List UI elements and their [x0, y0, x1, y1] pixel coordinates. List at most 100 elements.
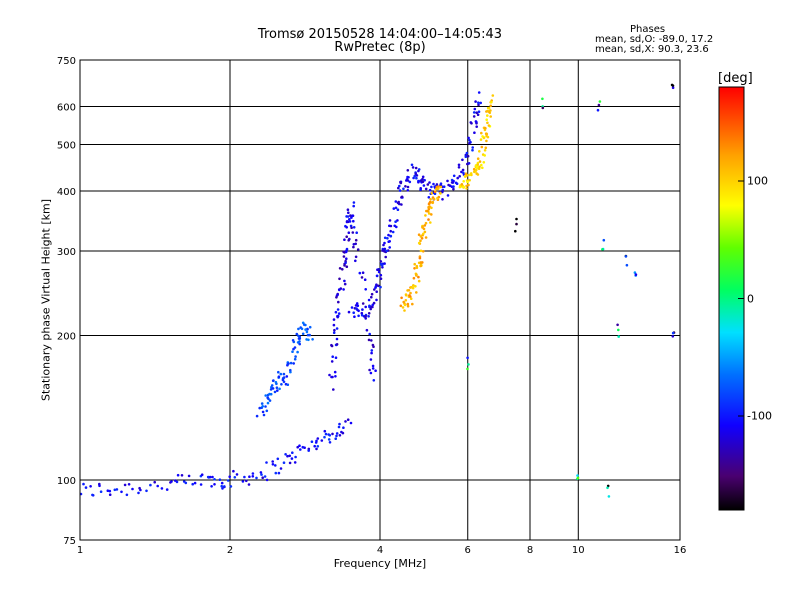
echo-point [404, 185, 407, 188]
echo-point [273, 390, 277, 394]
echo-point [220, 481, 224, 485]
echo-point [476, 113, 480, 116]
echo-point [345, 226, 349, 229]
echo-point [180, 474, 184, 477]
echo-point [131, 487, 134, 491]
echo-point [259, 471, 263, 474]
echo-point [423, 230, 427, 234]
echo-point [394, 220, 397, 223]
echo-point [360, 276, 364, 279]
echo-point [367, 315, 370, 318]
echo-point [486, 135, 490, 139]
echo-point [285, 375, 289, 378]
echo-point [421, 225, 424, 229]
echo-point [415, 273, 418, 277]
colorbar-ticks [738, 180, 744, 417]
echo-point [342, 250, 345, 253]
echo-point [123, 483, 127, 487]
echo-point [427, 196, 431, 199]
echo-point [367, 298, 371, 302]
echo-point [170, 480, 173, 483]
echo-point [251, 475, 255, 478]
echo-point [357, 309, 360, 313]
echo-point [338, 267, 342, 270]
echo-point [472, 167, 476, 171]
echo-point [458, 185, 462, 189]
echo-point [379, 273, 383, 277]
echo-point [343, 282, 347, 286]
echo-point [474, 100, 477, 103]
echo-point [442, 185, 446, 188]
echo-point [360, 311, 364, 315]
echo-point [84, 486, 88, 489]
echo-point [277, 375, 281, 379]
echo-point [452, 179, 455, 183]
echo-point [301, 332, 305, 336]
echo-point [342, 426, 345, 430]
echo-point [482, 161, 486, 164]
colorbar-tick-label: 0 [747, 292, 754, 305]
echo-point [411, 302, 414, 306]
echo-point [479, 138, 483, 141]
echo-point [430, 192, 434, 195]
echo-point [342, 255, 346, 258]
echo-point [473, 131, 476, 134]
echo-point [153, 480, 156, 484]
echo-point [477, 101, 480, 104]
echo-point [357, 314, 360, 318]
echo-point [391, 230, 395, 234]
echo-point [409, 297, 413, 301]
echo-point [337, 288, 341, 291]
echo-point [402, 187, 405, 191]
echo-point [383, 241, 386, 245]
echo-point [475, 111, 479, 114]
echo-point [399, 304, 403, 308]
echo-point [424, 236, 428, 239]
echo-point [415, 264, 419, 268]
echo-point [316, 437, 320, 440]
echo-point [281, 377, 285, 380]
echo-point [335, 343, 339, 346]
echo-point [334, 375, 337, 378]
echo-point [373, 288, 376, 291]
echo-point [351, 214, 354, 217]
echo-point [337, 312, 341, 315]
echo-point [278, 387, 281, 391]
echo-point [383, 262, 386, 265]
echo-point [286, 454, 289, 458]
echo-point [468, 142, 471, 145]
echo-point [275, 386, 279, 390]
echo-point [383, 236, 387, 240]
echo-point [213, 483, 216, 486]
isolated-echo-point [466, 356, 469, 360]
isolated-echo-point [598, 100, 602, 103]
echo-point [465, 187, 468, 190]
echo-point [328, 434, 332, 437]
echo-point [328, 441, 332, 444]
echo-point [331, 432, 334, 436]
echo-point [354, 238, 358, 242]
echo-point [338, 434, 342, 437]
echo-point [433, 192, 437, 195]
echo-point [490, 101, 493, 104]
echo-point [354, 259, 357, 263]
echo-point [465, 184, 468, 188]
echo-point [477, 167, 481, 170]
echo-point [461, 168, 465, 172]
echo-point [338, 422, 341, 426]
echo-point [427, 218, 430, 221]
echo-point [266, 401, 270, 405]
echo-point [271, 379, 275, 383]
echo-point [82, 482, 85, 486]
echo-point [464, 175, 467, 178]
echo-point [408, 180, 412, 184]
echo-point [406, 189, 410, 192]
echo-point [441, 198, 444, 201]
echo-point [330, 344, 334, 348]
echo-point [330, 375, 333, 379]
echo-point [387, 240, 391, 243]
echo-point [468, 138, 471, 142]
echo-point [233, 476, 237, 479]
echo-point [265, 409, 269, 413]
